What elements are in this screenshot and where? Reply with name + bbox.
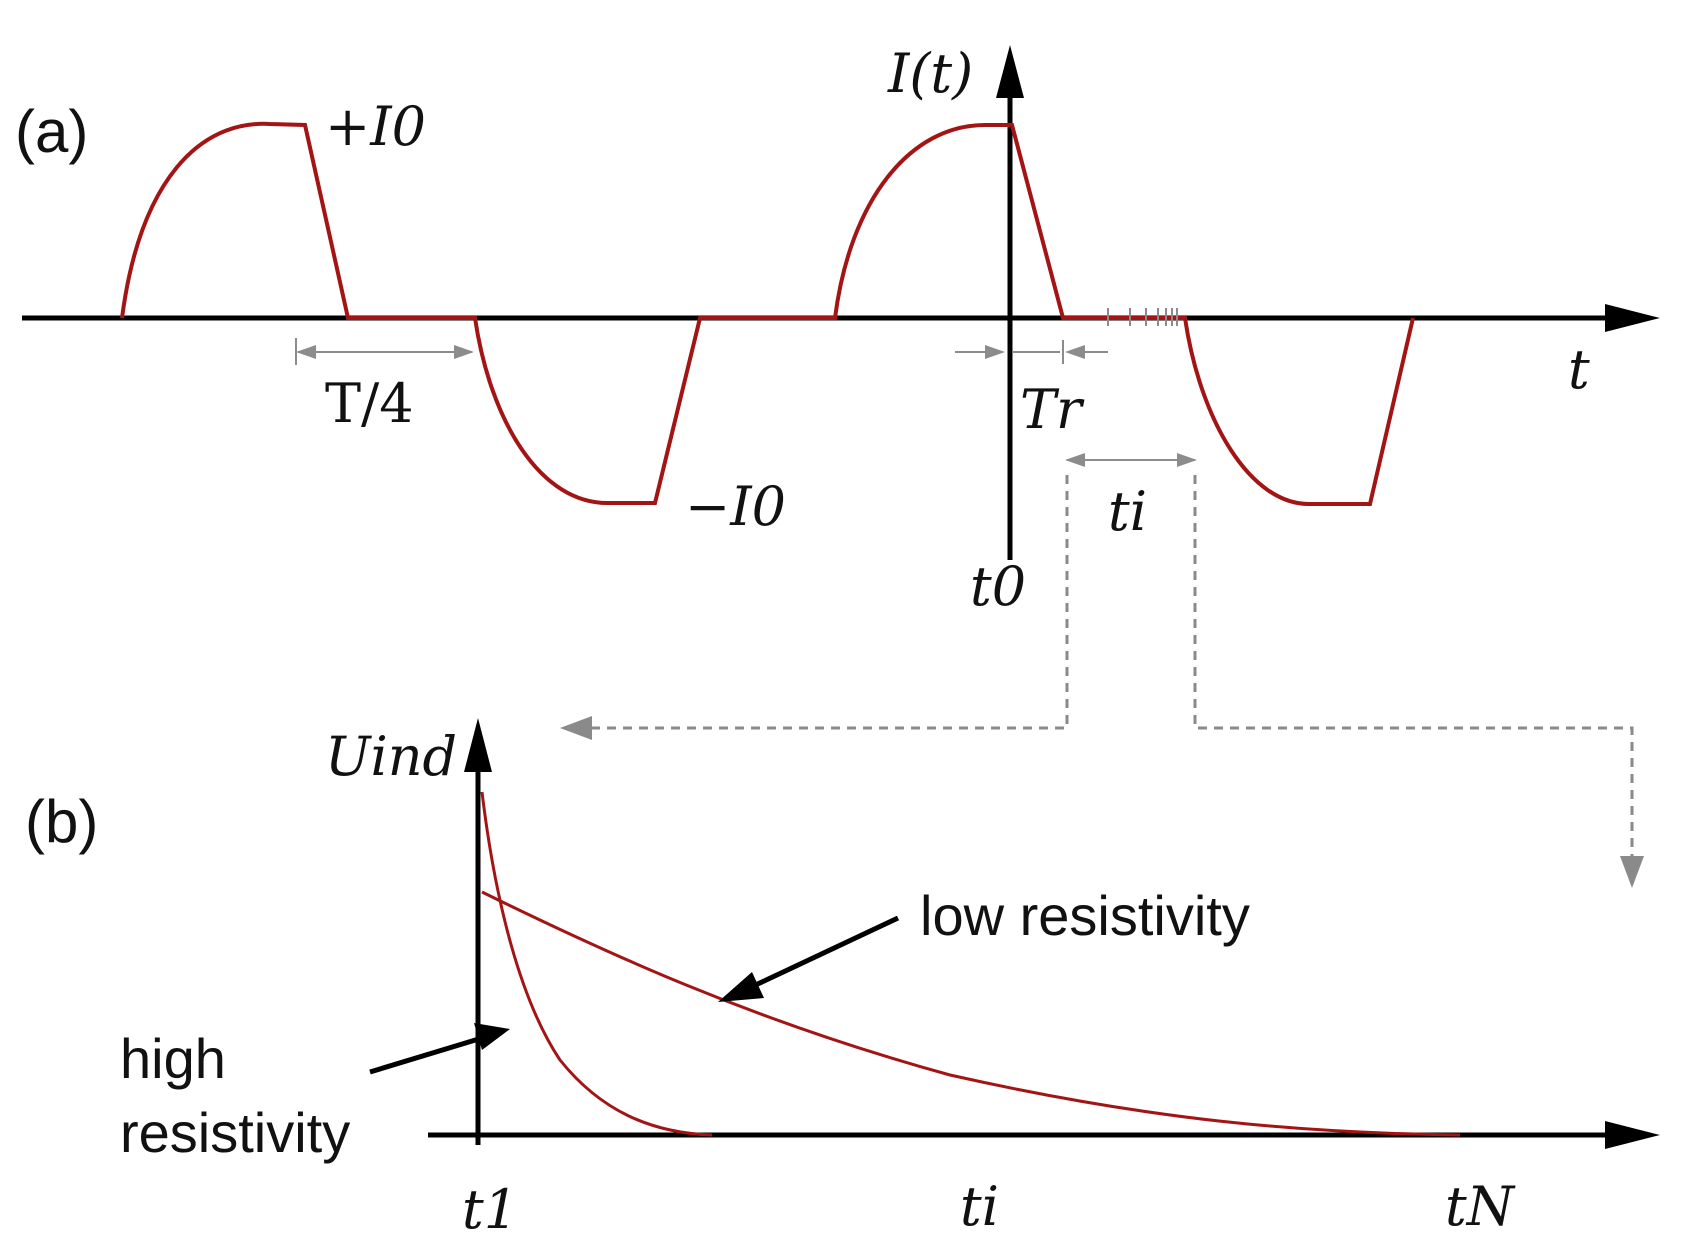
current-waveform <box>120 121 1415 507</box>
connector-arrowhead-left <box>560 716 592 740</box>
zoom-connector-lines <box>590 475 1634 860</box>
high-resistivity-label-line1: high <box>120 1027 226 1090</box>
panel-b-x-axis-arrowhead <box>1605 1121 1660 1149</box>
ramp-time-dimension <box>955 340 1108 364</box>
high-resistivity-decay-curve <box>480 791 713 1137</box>
high-resistivity-label-line2: resistivity <box>120 1101 350 1164</box>
panel-a-label: (a) <box>15 98 88 165</box>
x-tick-last: tN <box>1445 1175 1516 1238</box>
origin-time-label: t0 <box>970 555 1026 618</box>
low-resistivity-label: low resistivity <box>920 884 1250 947</box>
connector-arrowhead-down <box>1620 856 1644 888</box>
plus-amplitude-label: +I0 <box>325 95 426 158</box>
interval-label: ti <box>1108 480 1147 543</box>
quarter-period-label: T/4 <box>325 372 414 435</box>
minus-amplitude-label: −I0 <box>685 475 786 538</box>
interval-dimension <box>1065 453 1197 467</box>
low-resistivity-decay-curve <box>481 890 1461 1137</box>
y-axis-label-voltage: Uind <box>325 725 457 788</box>
ramp-time-label: Tr <box>1020 378 1085 441</box>
panel-a-y-axis-arrowhead <box>996 45 1024 98</box>
panel-a-x-axis-arrowhead <box>1605 304 1660 332</box>
panel-a: (a) I(t) t +I0 −I0 T/4 Tr t0 ti <box>15 42 1660 888</box>
high-resistivity-pointer <box>369 1035 483 1075</box>
low-resistivity-pointer-head <box>718 972 764 1002</box>
sampling-ticks <box>1107 308 1178 326</box>
y-axis-label-current: I(t) <box>887 42 973 105</box>
panel-b: (b) Uind low resistivity high resistivit… <box>25 718 1660 1241</box>
x-tick-first: t1 <box>462 1178 518 1241</box>
panel-b-label: (b) <box>25 788 98 855</box>
quarter-period-dimension <box>295 338 474 365</box>
x-tick-mid: ti <box>960 1175 999 1238</box>
low-resistivity-pointer <box>743 915 900 993</box>
panel-b-y-axis-arrowhead <box>464 718 492 772</box>
high-resistivity-pointer-head <box>474 1023 510 1050</box>
x-axis-label-time: t <box>1568 338 1590 401</box>
